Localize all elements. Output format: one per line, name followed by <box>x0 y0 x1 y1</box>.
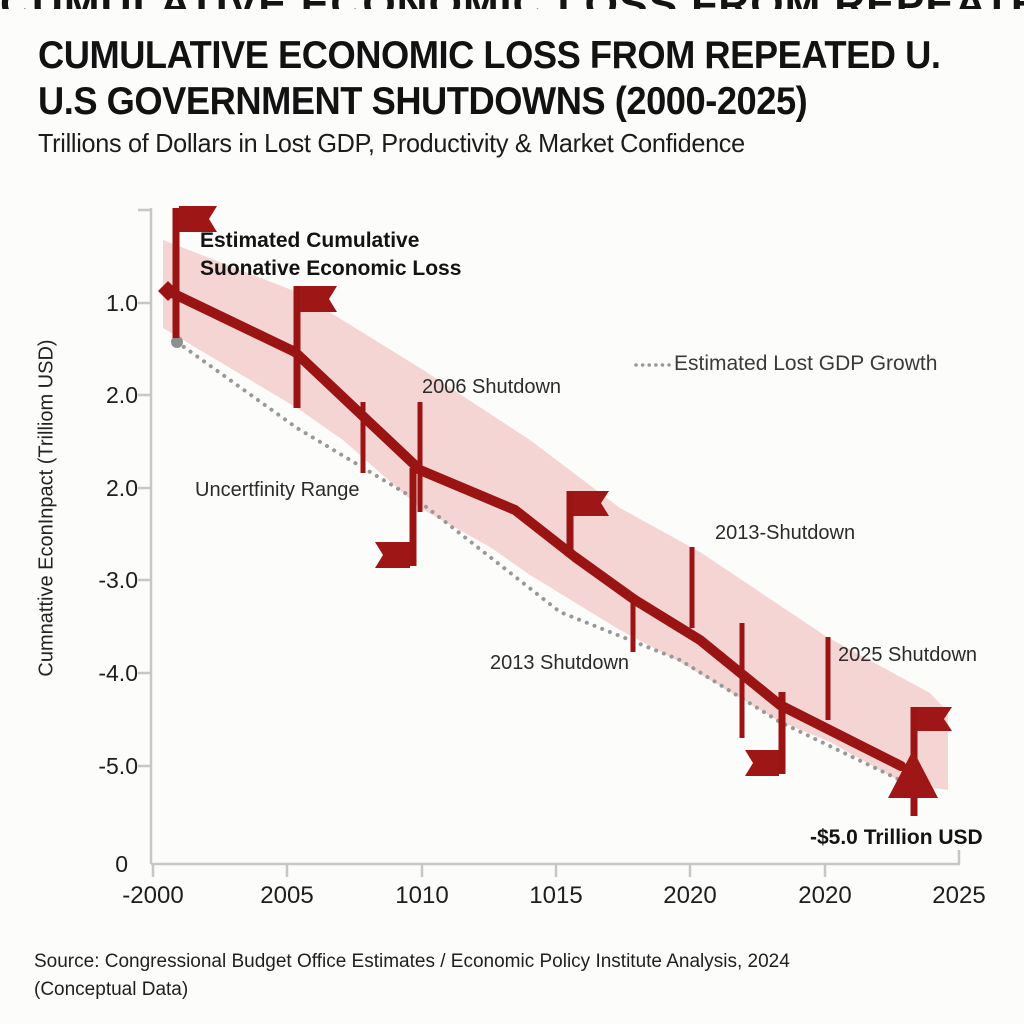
lost-gdp-dotted-line <box>175 340 902 782</box>
x-tick-label-2: 2005 <box>260 882 314 909</box>
y-tick-label-2: 2.0 <box>106 382 138 408</box>
axes <box>138 208 961 877</box>
x-tick-label-6: 2020 <box>798 882 852 909</box>
flag-2005 <box>293 286 337 408</box>
end-triangle-marker <box>888 750 938 798</box>
y-tick-label-3: 2.0 <box>106 475 138 501</box>
flag-2010-left <box>375 468 417 568</box>
flag-markers <box>172 206 952 816</box>
source-line2: (Conceptual Data) <box>34 978 189 1000</box>
x-axis-ticks <box>151 850 961 877</box>
x-tick-label-1: -2000 <box>122 882 184 909</box>
x-tick-label-7: 2025 <box>932 882 986 909</box>
cropped-top-text-inner: CUMULATIVE ECONOMIC LOSS FROM REPEATED U… <box>0 0 1024 9</box>
flag-annotation: Estimated Cumulative Suonative Economic … <box>200 227 461 284</box>
y-tick-label-4: -3.0 <box>98 567 138 593</box>
cumulative-loss-line <box>163 286 906 771</box>
flag-2010-banner <box>375 542 410 568</box>
page-title-line2: U.S GOVERNMENT SHUTDOWNS (2000-2025) <box>38 80 808 123</box>
page-title-line1: CUMULATIVE ECONOMIC LOSS FROM REPEATED U… <box>38 34 941 77</box>
y-tick-label-5: -4.0 <box>98 660 138 686</box>
flag-2000 <box>172 206 217 338</box>
source-note: Source: Congressional Budget Office Esti… <box>34 948 790 1003</box>
annotation-end-value: -$5.0 Trillion USD <box>810 826 983 849</box>
annotation-uncertainty-range: Uncertfinity Range <box>195 479 360 501</box>
flag-2000-banner <box>179 206 217 232</box>
annotation-2025-shutdown: 2025 Shutdown <box>838 644 978 666</box>
flag-2022-banner <box>745 750 779 776</box>
x-tick-label-4: 1015 <box>529 882 583 909</box>
cropped-top-text: CUMULATIVE ECONOMIC LOSS FROM REPEATED U… <box>0 0 1024 9</box>
y-tick-label-zero: 0 <box>115 851 128 877</box>
source-line1: Source: Congressional Budget Office Esti… <box>34 951 790 972</box>
y-tick-label-1: 1.0 <box>106 290 138 316</box>
annotation-2013-shutdown-right: 2013-Shutdown <box>715 522 856 544</box>
annotation-2006-shutdown: 2006 Shutdown <box>422 376 562 398</box>
legend-lost-gdp-label: Estimated Lost GDP Growth <box>674 352 938 375</box>
flag-2022-left <box>745 692 786 776</box>
dotted-line-start-dot <box>171 336 183 348</box>
x-tick-label-5: 2020 <box>663 882 717 909</box>
x-tick-label-3: 1010 <box>395 882 449 909</box>
annotation-2013-shutdown: 2013 Shutdown <box>490 652 630 674</box>
flag-2015 <box>566 491 609 556</box>
uncertainty-band <box>163 240 948 790</box>
y-axis-title: Cumnattive EconInpact (Trilliom USD) <box>35 339 58 677</box>
y-axis-ticks <box>138 208 151 768</box>
event-bars <box>360 402 831 738</box>
flag-annotation-line2: Suonative Economic Loss <box>200 257 462 281</box>
flag-2025-banner <box>917 707 952 731</box>
page-subtitle: Trillions of Dollars in Lost GDP, Produc… <box>38 128 745 158</box>
flag-2005-banner <box>300 286 337 312</box>
flag-annotation-line1: Estimated Cumulative <box>200 229 420 252</box>
flag-2015-banner <box>573 491 609 516</box>
y-tick-label-6: -5.0 <box>98 753 138 779</box>
